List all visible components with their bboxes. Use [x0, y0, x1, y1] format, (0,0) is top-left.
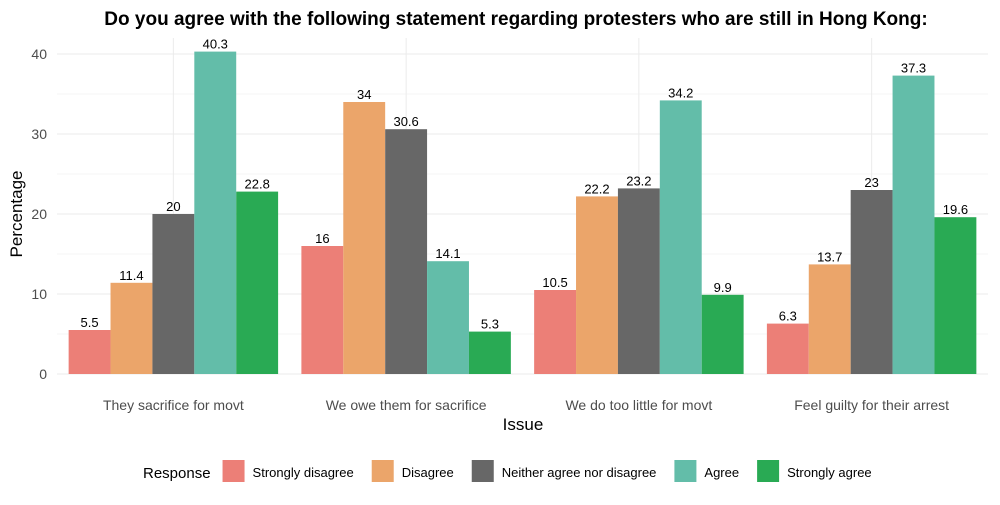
data-label-strongly-agree-they-sacrifice-for-movt: 22.8: [245, 177, 270, 192]
bar-disagree-we-owe-them-for-sacrifice: [343, 102, 386, 374]
y-tick-label: 0: [39, 366, 47, 382]
bar-disagree-we-do-too-little-for-movt: [576, 196, 618, 374]
legend-items: Strongly disagree Disagree Neither agree n…: [222, 460, 872, 482]
bars: [68, 51, 977, 375]
bar-strongly-agree-they-sacrifice-for-movt: [236, 191, 279, 374]
bar-agree-we-do-too-little-for-movt: [659, 100, 702, 375]
data-label-disagree-they-sacrifice-for-movt: 11.4: [119, 268, 143, 283]
data-label-strongly-disagree-they-sacrifice-for-movt: 5.5: [81, 315, 99, 330]
data-labels: 5.5 16 10.5 6.3 11.4 34 22.2 13.7 20 30.6 23.2 23 40…: [81, 37, 969, 332]
x-axis-title: Issue: [503, 415, 544, 434]
bar-strongly-agree-we-do-too-little-for-movt: [701, 294, 744, 374]
bar-strongly-agree-we-owe-them-for-sacrifice: [468, 331, 511, 374]
data-label-strongly-disagree-we-owe-them-for-sacrifice: 16: [315, 231, 329, 246]
legend-key-neither-agree-nor-disagree: [471, 460, 494, 482]
x-tick-label-we-owe-them-for-sacrifice: We owe them for sacrifice: [326, 397, 487, 413]
y-tick-label: 20: [31, 206, 47, 222]
legend: Response Strongly disagree Disagree Neithe…: [143, 460, 872, 482]
bar-strongly-agree-feel-guilty-for-their-arrest: [934, 217, 977, 374]
legend-label-neither-agree-nor-disagree: Neither agree nor disagree: [502, 465, 657, 480]
data-label-neither-agree-nor-disagree-we-owe-them-for-sacrifice: 30.6: [393, 114, 418, 129]
y-tick-label: 30: [31, 126, 47, 142]
x-tick-label-they-sacrifice-for-movt: They sacrifice for movt: [103, 397, 244, 413]
legend-key-agree: [674, 460, 697, 482]
bar-neither-agree-nor-disagree-we-owe-them-for-sacrifice: [385, 129, 428, 374]
legend-label-agree: Agree: [704, 465, 739, 480]
bar-agree-we-owe-them-for-sacrifice: [427, 261, 469, 374]
data-label-strongly-disagree-feel-guilty-for-their-arrest: 6.3: [779, 309, 797, 324]
bar-strongly-disagree-we-owe-them-for-sacrifice: [301, 246, 344, 374]
legend-label-strongly-disagree: Strongly disagree: [253, 465, 354, 480]
bar-neither-agree-nor-disagree-they-sacrifice-for-movt: [152, 214, 195, 374]
data-label-disagree-we-owe-them-for-sacrifice: 34: [357, 87, 371, 102]
bar-strongly-disagree-we-do-too-little-for-movt: [534, 290, 577, 374]
bar-neither-agree-nor-disagree-we-do-too-little-for-movt: [617, 188, 660, 374]
bar-strongly-disagree-feel-guilty-for-their-arrest: [766, 323, 809, 374]
data-label-neither-agree-nor-disagree-feel-guilty-for-their-arrest: 23: [864, 175, 878, 190]
data-label-neither-agree-nor-disagree-they-sacrifice-for-movt: 20: [166, 199, 180, 214]
data-label-strongly-disagree-we-do-too-little-for-movt: 10.5: [542, 275, 567, 290]
legend-label-disagree: Disagree: [402, 465, 454, 480]
data-label-strongly-agree-we-do-too-little-for-movt: 9.9: [714, 280, 732, 295]
legend-key-strongly-disagree: [222, 460, 245, 482]
data-label-agree-we-do-too-little-for-movt: 34.2: [668, 85, 693, 100]
data-label-disagree-feel-guilty-for-their-arrest: 13.7: [817, 249, 842, 264]
chart-title: Do you agree with the following statemen…: [104, 9, 927, 30]
legend-key-strongly-agree: [757, 460, 780, 482]
data-label-strongly-agree-we-owe-them-for-sacrifice: 5.3: [481, 317, 499, 332]
legend-label-strongly-agree: Strongly agree: [787, 465, 872, 480]
bar-neither-agree-nor-disagree-feel-guilty-for-their-arrest: [850, 190, 893, 374]
data-label-agree-feel-guilty-for-their-arrest: 37.3: [901, 61, 926, 76]
data-label-disagree-we-do-too-little-for-movt: 22.2: [584, 181, 609, 196]
y-tick-label: 40: [31, 46, 47, 62]
legend-key-disagree: [371, 460, 394, 482]
legend-title: Response: [143, 465, 211, 482]
bar-disagree-feel-guilty-for-their-arrest: [808, 264, 851, 374]
y-tick-label: 10: [31, 286, 47, 302]
y-axis-title: Percentage: [7, 171, 26, 258]
x-tick-label-feel-guilty-for-their-arrest: Feel guilty for their arrest: [794, 397, 949, 413]
bar-agree-feel-guilty-for-their-arrest: [892, 75, 935, 374]
x-axis-ticks: They sacrifice for movt We owe them for s…: [103, 397, 949, 413]
data-label-agree-we-owe-them-for-sacrifice: 14.1: [435, 246, 460, 261]
bar-strongly-disagree-they-sacrifice-for-movt: [68, 330, 111, 374]
y-axis-ticks: 0 10 20 30 40: [31, 46, 47, 382]
data-label-agree-they-sacrifice-for-movt: 40.3: [203, 37, 228, 52]
data-label-neither-agree-nor-disagree-we-do-too-little-for-movt: 23.2: [626, 173, 651, 188]
data-label-strongly-agree-feel-guilty-for-their-arrest: 19.6: [943, 202, 968, 217]
bar-agree-they-sacrifice-for-movt: [194, 51, 237, 374]
bar-disagree-they-sacrifice-for-movt: [110, 282, 153, 374]
x-tick-label-we-do-too-little-for-movt: We do too little for movt: [565, 397, 712, 413]
